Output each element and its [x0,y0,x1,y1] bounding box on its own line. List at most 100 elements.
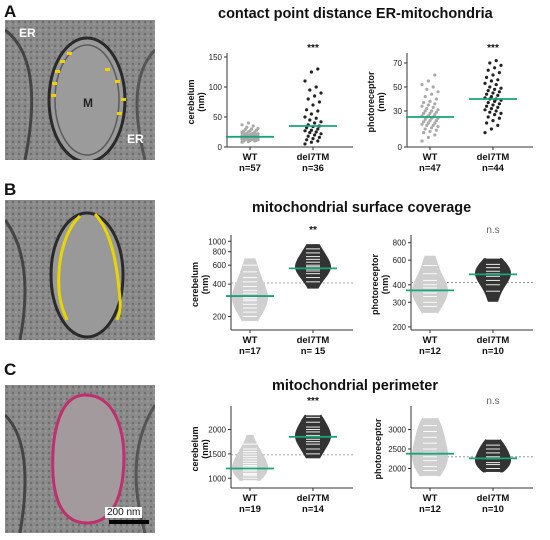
y-tick-label: 150 [209,53,223,62]
data-point [434,110,438,114]
category-label-line: n= 15 [301,346,326,357]
category-label-line: WT [423,493,438,504]
er-label-bottom: ER [127,132,144,146]
data-point [485,104,489,108]
data-point [316,139,320,143]
data-point [422,131,426,135]
scale-bar [109,520,149,524]
y-axis-label-line: photoreceptor [366,71,376,132]
micrograph-b [5,200,155,340]
data-point [491,73,495,77]
y-tick-label: 1000 [208,474,226,483]
category-label: WT n=57 [239,152,261,174]
y-tick-label: 800 [213,248,227,257]
data-point [319,132,323,136]
category-label-line: n=36 [302,163,324,174]
data-point [246,121,250,125]
data-point [426,121,430,125]
y-tick-label: 50 [213,113,222,122]
category-label: WT n=19 [239,493,261,515]
significance-label: *** [307,43,319,54]
data-point [496,93,500,97]
data-point [423,127,427,131]
y-axis-label: photoreceptor [373,418,383,479]
data-point [423,95,427,99]
panel-a-title: contact point distance ER-mitochondria [218,6,493,22]
y-tick-label: 50 [393,83,402,92]
y-tick-label: 400 [213,280,227,289]
y-axis-label-line: cerebelum [190,426,200,471]
data-point [314,85,318,89]
category-label-line: WT [243,493,258,504]
category-label: WT n=12 [419,493,441,515]
y-axis-label-line: cerebelum [190,262,200,307]
category-label-line: n=47 [419,163,441,174]
data-point [493,113,497,117]
data-point [486,115,490,119]
scale-bar-label: 200 nm [105,507,143,518]
category-label-line: del7TM [477,152,510,163]
y-tick-label: 600 [213,261,227,270]
data-point [494,59,498,63]
data-point [488,85,492,89]
category-label-line: del7TM [477,335,510,346]
y-tick-label: 100 [209,83,223,92]
data-point [313,121,317,125]
violin-wt [412,255,448,314]
data-point [485,75,489,79]
data-point [433,121,437,125]
data-point [308,131,312,135]
data-point [493,66,497,70]
data-point [309,140,313,144]
data-point [303,79,307,83]
category-label-line: WT [243,152,258,163]
data-point [428,129,432,133]
panel-c-title: mitochondrial perimeter [272,378,438,394]
y-axis-label-line: (nm) [376,92,386,112]
significance-label: *** [487,43,499,54]
data-point [426,103,430,107]
category-label: del7TM n=44 [477,152,510,174]
violin-wt [412,417,448,477]
data-point [314,130,318,134]
data-point [308,118,312,122]
data-point [431,85,435,89]
significance-label: ** [309,225,317,236]
data-point [430,126,434,130]
data-point [422,111,426,115]
data-point [497,90,501,94]
coverage-trace-left [57,214,82,321]
category-label-line: n=17 [239,346,261,357]
er-label-top: ER [19,26,36,40]
data-point [431,105,435,109]
data-point [491,103,495,107]
data-point [486,68,490,72]
data-point [309,70,313,74]
category-label-line: n=10 [482,504,504,515]
data-point [431,123,435,127]
y-tick-label: 800 [393,239,407,248]
category-label: del7TM n=36 [297,152,330,174]
data-point [489,127,493,131]
data-point [303,115,307,119]
data-point [491,119,495,123]
panel-b-title: mitochondrial surface coverage [252,200,472,216]
data-point [428,111,432,115]
y-tick-label: 600 [393,256,407,265]
data-point [420,83,424,87]
y-tick-label: 70 [393,59,402,68]
data-point [489,107,493,111]
data-point [311,103,315,107]
y-tick-label: 1500 [208,450,226,459]
data-point [485,92,489,96]
category-label: del7TM n=10 [477,335,510,357]
data-point [428,99,432,103]
category-label-line: n=12 [419,346,441,357]
data-point [423,109,427,113]
data-point [425,87,429,91]
data-point [499,111,503,115]
data-point [243,128,247,132]
category-label-line: n=12 [419,504,441,515]
category-label-line: del7TM [297,335,330,346]
